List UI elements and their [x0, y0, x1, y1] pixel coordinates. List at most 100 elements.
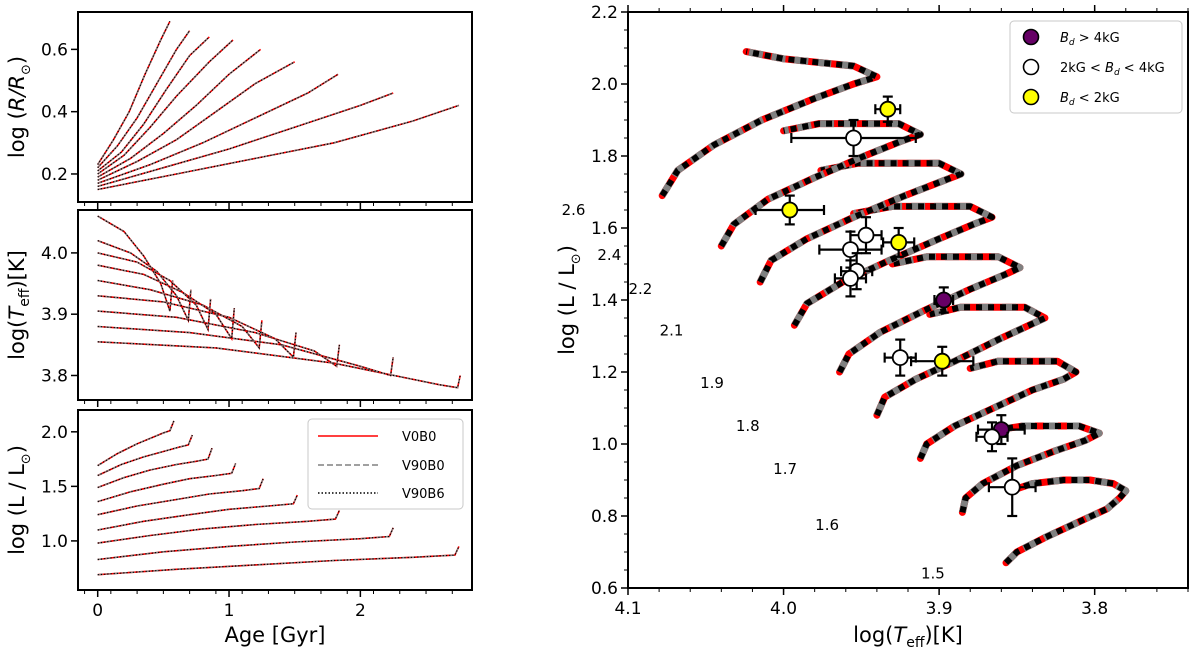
track-v90b0-1.9 [97, 48, 262, 178]
mass-label-1.5: 1.5 [921, 565, 945, 583]
legend-2to4kg-marker [1022, 58, 1040, 76]
mass-label-1.7: 1.7 [773, 460, 797, 478]
x-tick-label: 0 [92, 601, 103, 621]
radius-age-plot-frame [77, 11, 473, 203]
radius-age-panel: 0.2 0.4 0.6 log (R/R⊙) [5, 11, 473, 209]
mass-label-2.1: 2.1 [660, 322, 684, 340]
mass-label-2.4: 2.4 [597, 246, 621, 264]
star-marker-2to4kG [891, 349, 909, 367]
rotation-legend-box [307, 418, 464, 510]
mass-label-1.9: 1.9 [700, 374, 724, 392]
track-v90b6-2.4 [97, 240, 192, 323]
track-v90b0-2.2 [97, 447, 213, 489]
y-tick-label: 1.4 [591, 291, 618, 311]
hr-track-v90b6-2.1 [791, 203, 995, 327]
track-v90b0-1.5 [97, 104, 460, 191]
y-tick-label: 2.0 [591, 75, 618, 95]
legend-lt2kg-marker [1022, 88, 1040, 106]
teff-age-plot-frame [77, 209, 473, 401]
mass-label-1.8: 1.8 [736, 417, 760, 435]
track-v90b6-2.4 [97, 434, 193, 477]
mass-label-2.2: 2.2 [629, 280, 653, 298]
legend-v90b6-label: V90B6 [402, 487, 445, 502]
track-v90b6-2.2 [97, 252, 212, 332]
track-v90b0-2.2 [97, 36, 210, 172]
star-marker-2to4kG [842, 269, 859, 287]
rotation-legend: V0B0 V90B0 V90B6 [307, 418, 464, 510]
star-marker-lt2kG [781, 201, 799, 219]
track-v90b6-1.9 [97, 478, 264, 516]
hr-track-v90b6-1.7 [917, 358, 1079, 460]
y-tick-label: 1.0 [591, 435, 618, 455]
y-tick-label: 3.9 [41, 305, 68, 325]
y-tick-label: 4.0 [41, 244, 68, 264]
track-v90b6-1.8 [97, 61, 295, 181]
y-tick-label: 0.8 [591, 507, 618, 527]
hr-x-label: log(Teff)[K] [853, 623, 963, 651]
star-marker-lt2kG [879, 100, 897, 118]
x-tick-label: 4.0 [770, 599, 797, 619]
legend-v0b0-label: V0B0 [402, 430, 436, 445]
y-tick-label: 0.2 [41, 165, 68, 185]
luminosity-age-panel: 0 1 2 1.0 1.5 2.0 log (L / L⊙) Age [Gyr] V0B0… [5, 409, 473, 647]
star-marker-gt4kG [935, 291, 953, 309]
legend-v90b0-label: V90B0 [402, 459, 445, 474]
track-v0b0-1.7 [97, 510, 341, 544]
track-v90b6-2.6 [97, 420, 175, 467]
track-v90b0-1.6 [97, 527, 394, 561]
y-tick-label: 0.6 [41, 40, 68, 60]
track-v90b6-2.2 [97, 36, 210, 172]
field-strength-legend-box [1009, 20, 1183, 114]
field-strength-legend: Bd > 4kG 2kG < Bd < 4kG Bd < 2kG [1009, 20, 1183, 114]
age-x-label: Age [Gyr] [224, 623, 325, 647]
track-v90b0-2.6 [97, 20, 171, 165]
mass-label-2.6: 2.6 [562, 201, 586, 219]
hr-y-label: log (L / L⊙) [555, 245, 584, 355]
legend-lt2kg-label: Bd < 2kG [1060, 91, 1120, 108]
hr-axes: 4.1 4.0 3.9 3.8 0.6 0.8 1.0 1.2 1.4 1.6 1.8 2.0 2.2 [591, 3, 1189, 619]
x-tick-label: 3.9 [926, 599, 953, 619]
teff-age-tracks [97, 215, 461, 389]
y-tick-label: 0.4 [41, 103, 68, 123]
track-v90b6-1.5 [97, 341, 461, 389]
y-tick-label: 2.0 [41, 423, 68, 443]
y-tick-label: 2.2 [591, 3, 618, 23]
track-v90b0-1.7 [97, 310, 341, 368]
track-v90b6-2.1 [97, 39, 234, 175]
hr-stars [754, 95, 1037, 518]
legend-2to4kg-label: 2kG < Bd < 4kG [1060, 61, 1165, 78]
hr-track-v90b0-2.6 [659, 48, 881, 198]
hr-track-v90b6-1.8 [874, 304, 1048, 417]
track-v90b0-1.6 [97, 92, 394, 188]
y-tick-label: 3.8 [41, 366, 68, 386]
luminosity-age-tracks [97, 420, 460, 576]
hr-track-v90b0-1.8 [873, 303, 1049, 417]
track-v90b0-1.8 [97, 494, 298, 531]
x-tick-label: 2 [355, 601, 366, 621]
track-v90b6-2.1 [97, 264, 235, 341]
track-v90b0-1.7 [97, 73, 339, 184]
teff-age-y-label: log(Teff)[K] [5, 250, 33, 360]
y-tick-label: 1.5 [41, 477, 68, 497]
star-marker-2to4kG [983, 428, 1001, 446]
y-tick-label: 1.6 [591, 219, 618, 239]
radius-age-tracks [97, 20, 460, 191]
y-tick-label: 1.2 [591, 363, 618, 383]
x-tick-label: 4.1 [614, 599, 641, 619]
hr-diagram-panel: 1.5 1.6 1.7 1.8 1.9 2.1 2.2 2.4 2.6 4.1 4.0 3.9 3.8… [555, 3, 1189, 651]
track-v90b0-1.9 [97, 279, 263, 350]
luminosity-age-axes: 0 1 2 1.0 1.5 2.0 [41, 423, 453, 621]
legend-gt4kg-label: Bd > 4kG [1060, 31, 1120, 48]
track-v90b6-1.5 [97, 546, 460, 576]
star-marker-2to4kG [857, 226, 875, 244]
track-v90b6-1.7 [97, 73, 339, 184]
star-marker-lt2kG [890, 233, 908, 251]
luminosity-age-y-label: log (L / L⊙) [5, 445, 34, 555]
track-v90b0-2.4 [97, 239, 192, 323]
track-v90b6-1.6 [97, 325, 394, 377]
star-marker-2to4kG [1003, 478, 1021, 496]
hr-mass-labels: 1.5 1.6 1.7 1.8 1.9 2.1 2.2 2.4 2.6 [562, 201, 945, 583]
hr-track-v90b6-1.6 [959, 423, 1103, 514]
hr-track-v90b6-1.9 [836, 253, 1023, 374]
